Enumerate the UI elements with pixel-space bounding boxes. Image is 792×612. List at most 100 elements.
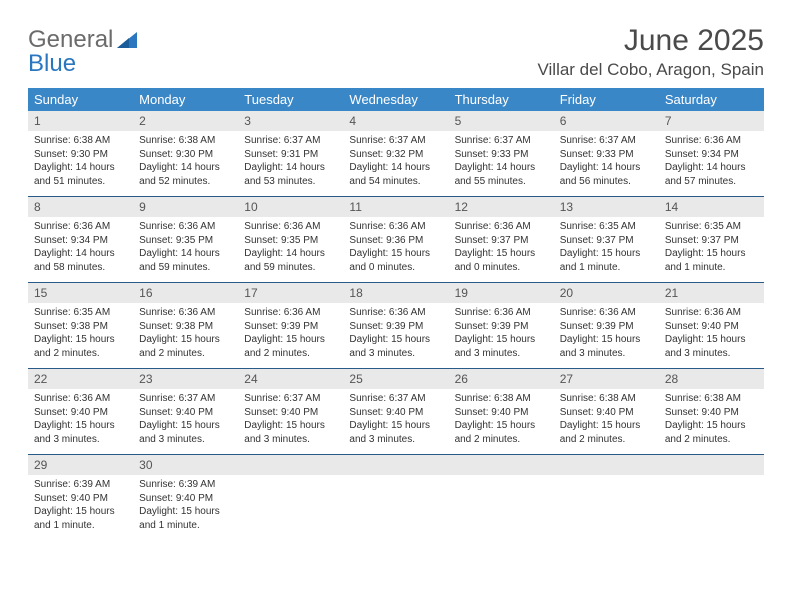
sunset-text: Sunset: 9:35 PM (139, 234, 232, 248)
daylight-text-1: Daylight: 15 hours (139, 333, 232, 347)
day-number: 2 (133, 111, 238, 131)
sunset-text: Sunset: 9:34 PM (665, 148, 758, 162)
daylight-text-2: and 3 minutes. (349, 347, 442, 361)
day-cell: Sunrise: 6:37 AMSunset: 9:33 PMDaylight:… (554, 131, 659, 196)
sunrise-text: Sunrise: 6:35 AM (560, 220, 653, 234)
sunset-text: Sunset: 9:31 PM (244, 148, 337, 162)
day-cell: Sunrise: 6:36 AMSunset: 9:39 PMDaylight:… (343, 303, 448, 368)
sunrise-text: Sunrise: 6:36 AM (349, 306, 442, 320)
sunrise-text: Sunrise: 6:36 AM (244, 220, 337, 234)
daylight-text-2: and 3 minutes. (349, 433, 442, 447)
sunrise-text: Sunrise: 6:38 AM (455, 392, 548, 406)
day-cell: Sunrise: 6:35 AMSunset: 9:37 PMDaylight:… (554, 217, 659, 282)
sunrise-text: Sunrise: 6:37 AM (560, 134, 653, 148)
sunset-text: Sunset: 9:35 PM (244, 234, 337, 248)
sunset-text: Sunset: 9:36 PM (349, 234, 442, 248)
day-cell: Sunrise: 6:38 AMSunset: 9:40 PMDaylight:… (449, 389, 554, 454)
daylight-text-2: and 3 minutes. (244, 433, 337, 447)
weekday-label: Friday (554, 88, 659, 111)
week-row: Sunrise: 6:38 AMSunset: 9:30 PM Daylight:… (28, 131, 764, 197)
daylight-text-2: and 56 minutes. (560, 175, 653, 189)
sunset-text: Sunset: 9:40 PM (665, 320, 758, 334)
weekday-label: Saturday (659, 88, 764, 111)
daylight-text-1: Daylight: 14 hours (349, 161, 442, 175)
day-number-row: 1234567 (28, 111, 764, 131)
day-number (449, 455, 554, 475)
daylight-text-1: Daylight: 15 hours (34, 505, 127, 519)
sunset-text: Sunset: 9:39 PM (560, 320, 653, 334)
day-cell (238, 475, 343, 540)
sunset-text: Sunset: 9:40 PM (665, 406, 758, 420)
day-number: 15 (28, 283, 133, 303)
sunset-text: Sunset: 9:37 PM (665, 234, 758, 248)
daylight-text-2: and 53 minutes. (244, 175, 337, 189)
sunrise-text: Sunrise: 6:36 AM (139, 306, 232, 320)
day-number: 18 (343, 283, 448, 303)
sunrise-text: Sunrise: 6:38 AM (139, 134, 232, 148)
day-cell (554, 475, 659, 540)
daylight-text-2: and 0 minutes. (455, 261, 548, 275)
sunset-text: Sunset: 9:40 PM (560, 406, 653, 420)
sunset-text: Sunset: 9:40 PM (455, 406, 548, 420)
sunrise-text: Sunrise: 6:36 AM (139, 220, 232, 234)
day-cell: Sunrise: 6:36 AMSunset: 9:35 PMDaylight:… (133, 217, 238, 282)
daylight-text-2: and 59 minutes. (244, 261, 337, 275)
day-cell: Sunrise: 6:38 AMSunset: 9:30 PMDaylight:… (133, 131, 238, 196)
sunset-text: Sunset: 9:34 PM (34, 234, 127, 248)
daylight-text-1: Daylight: 15 hours (349, 419, 442, 433)
daylight-text-2: and 52 minutes. (139, 175, 232, 189)
day-cell: Sunrise: 6:36 AMSunset: 9:35 PMDaylight:… (238, 217, 343, 282)
daylight-text-1: Daylight: 15 hours (139, 419, 232, 433)
day-cell: Sunrise: 6:35 AMSunset: 9:38 PMDaylight:… (28, 303, 133, 368)
day-cell: Sunrise: 6:39 AMSunset: 9:40 PMDaylight:… (28, 475, 133, 540)
title-block: June 2025 Villar del Cobo, Aragon, Spain (537, 24, 764, 80)
daylight-text-1: Daylight: 15 hours (349, 333, 442, 347)
header: General Blue June 2025 Villar del Cobo, … (28, 24, 764, 80)
daylight-text-2: and 55 minutes. (455, 175, 548, 189)
daylight-text-2: and 2 minutes. (139, 347, 232, 361)
day-number: 11 (343, 197, 448, 217)
day-number: 22 (28, 369, 133, 389)
day-cell: Sunrise: 6:36 AMSunset: 9:40 PMDaylight:… (28, 389, 133, 454)
day-cell: Sunrise: 6:36 AMSunset: 9:36 PMDaylight:… (343, 217, 448, 282)
day-number: 27 (554, 369, 659, 389)
day-cell: Sunrise: 6:38 AMSunset: 9:30 PMDaylight:… (28, 131, 133, 196)
day-number: 4 (343, 111, 448, 131)
day-cell (659, 475, 764, 540)
daylight-text-1: Daylight: 15 hours (560, 333, 653, 347)
day-cell: Sunrise: 6:36 AMSunset: 9:37 PMDaylight:… (449, 217, 554, 282)
sunrise-text: Sunrise: 6:37 AM (455, 134, 548, 148)
daylight-text-1: Daylight: 14 hours (244, 247, 337, 261)
sunset-text: Sunset: 9:37 PM (455, 234, 548, 248)
sunset-text: Sunset: 9:39 PM (244, 320, 337, 334)
month-title: June 2025 (537, 24, 764, 58)
day-number: 28 (659, 369, 764, 389)
day-cell: Sunrise: 6:36 AMSunset: 9:34 PMDaylight:… (28, 217, 133, 282)
day-cell: Sunrise: 6:36 AMSunset: 9:40 PMDaylight:… (659, 303, 764, 368)
day-cell (449, 475, 554, 540)
day-cell: Sunrise: 6:36 AMSunset: 9:39 PMDaylight:… (238, 303, 343, 368)
day-number-row: 891011121314 (28, 197, 764, 217)
day-cell: Sunrise: 6:39 AMSunset: 9:40 PMDaylight:… (133, 475, 238, 540)
day-cell: Sunrise: 6:36 AMSunset: 9:38 PMDaylight:… (133, 303, 238, 368)
sunset-text: Sunset: 9:32 PM (349, 148, 442, 162)
sunrise-text: Sunrise: 6:36 AM (455, 306, 548, 320)
day-cell: Sunrise: 6:37 AMSunset: 9:40 PMDaylight:… (238, 389, 343, 454)
sunset-text: Sunset: 9:39 PM (455, 320, 548, 334)
daylight-text-2: and 59 minutes. (139, 261, 232, 275)
daylight-text-1: Daylight: 15 hours (665, 247, 758, 261)
daylight-text-1: Daylight: 15 hours (349, 247, 442, 261)
daylight-text-1: Daylight: 14 hours (455, 161, 548, 175)
day-number: 10 (238, 197, 343, 217)
sunrise-text: Sunrise: 6:36 AM (455, 220, 548, 234)
sunset-text: Sunset: 9:30 PM (139, 148, 232, 162)
sunset-text: Sunset: 9:33 PM (560, 148, 653, 162)
sunset-text: Sunset: 9:38 PM (139, 320, 232, 334)
daylight-text-2: and 3 minutes. (34, 433, 127, 447)
day-number-row: 22232425262728 (28, 369, 764, 389)
daylight-text-2: and 2 minutes. (34, 347, 127, 361)
daylight-text-1: Daylight: 15 hours (139, 505, 232, 519)
day-number: 9 (133, 197, 238, 217)
weekday-label: Wednesday (343, 88, 448, 111)
day-cell: Sunrise: 6:38 AMSunset: 9:40 PMDaylight:… (554, 389, 659, 454)
